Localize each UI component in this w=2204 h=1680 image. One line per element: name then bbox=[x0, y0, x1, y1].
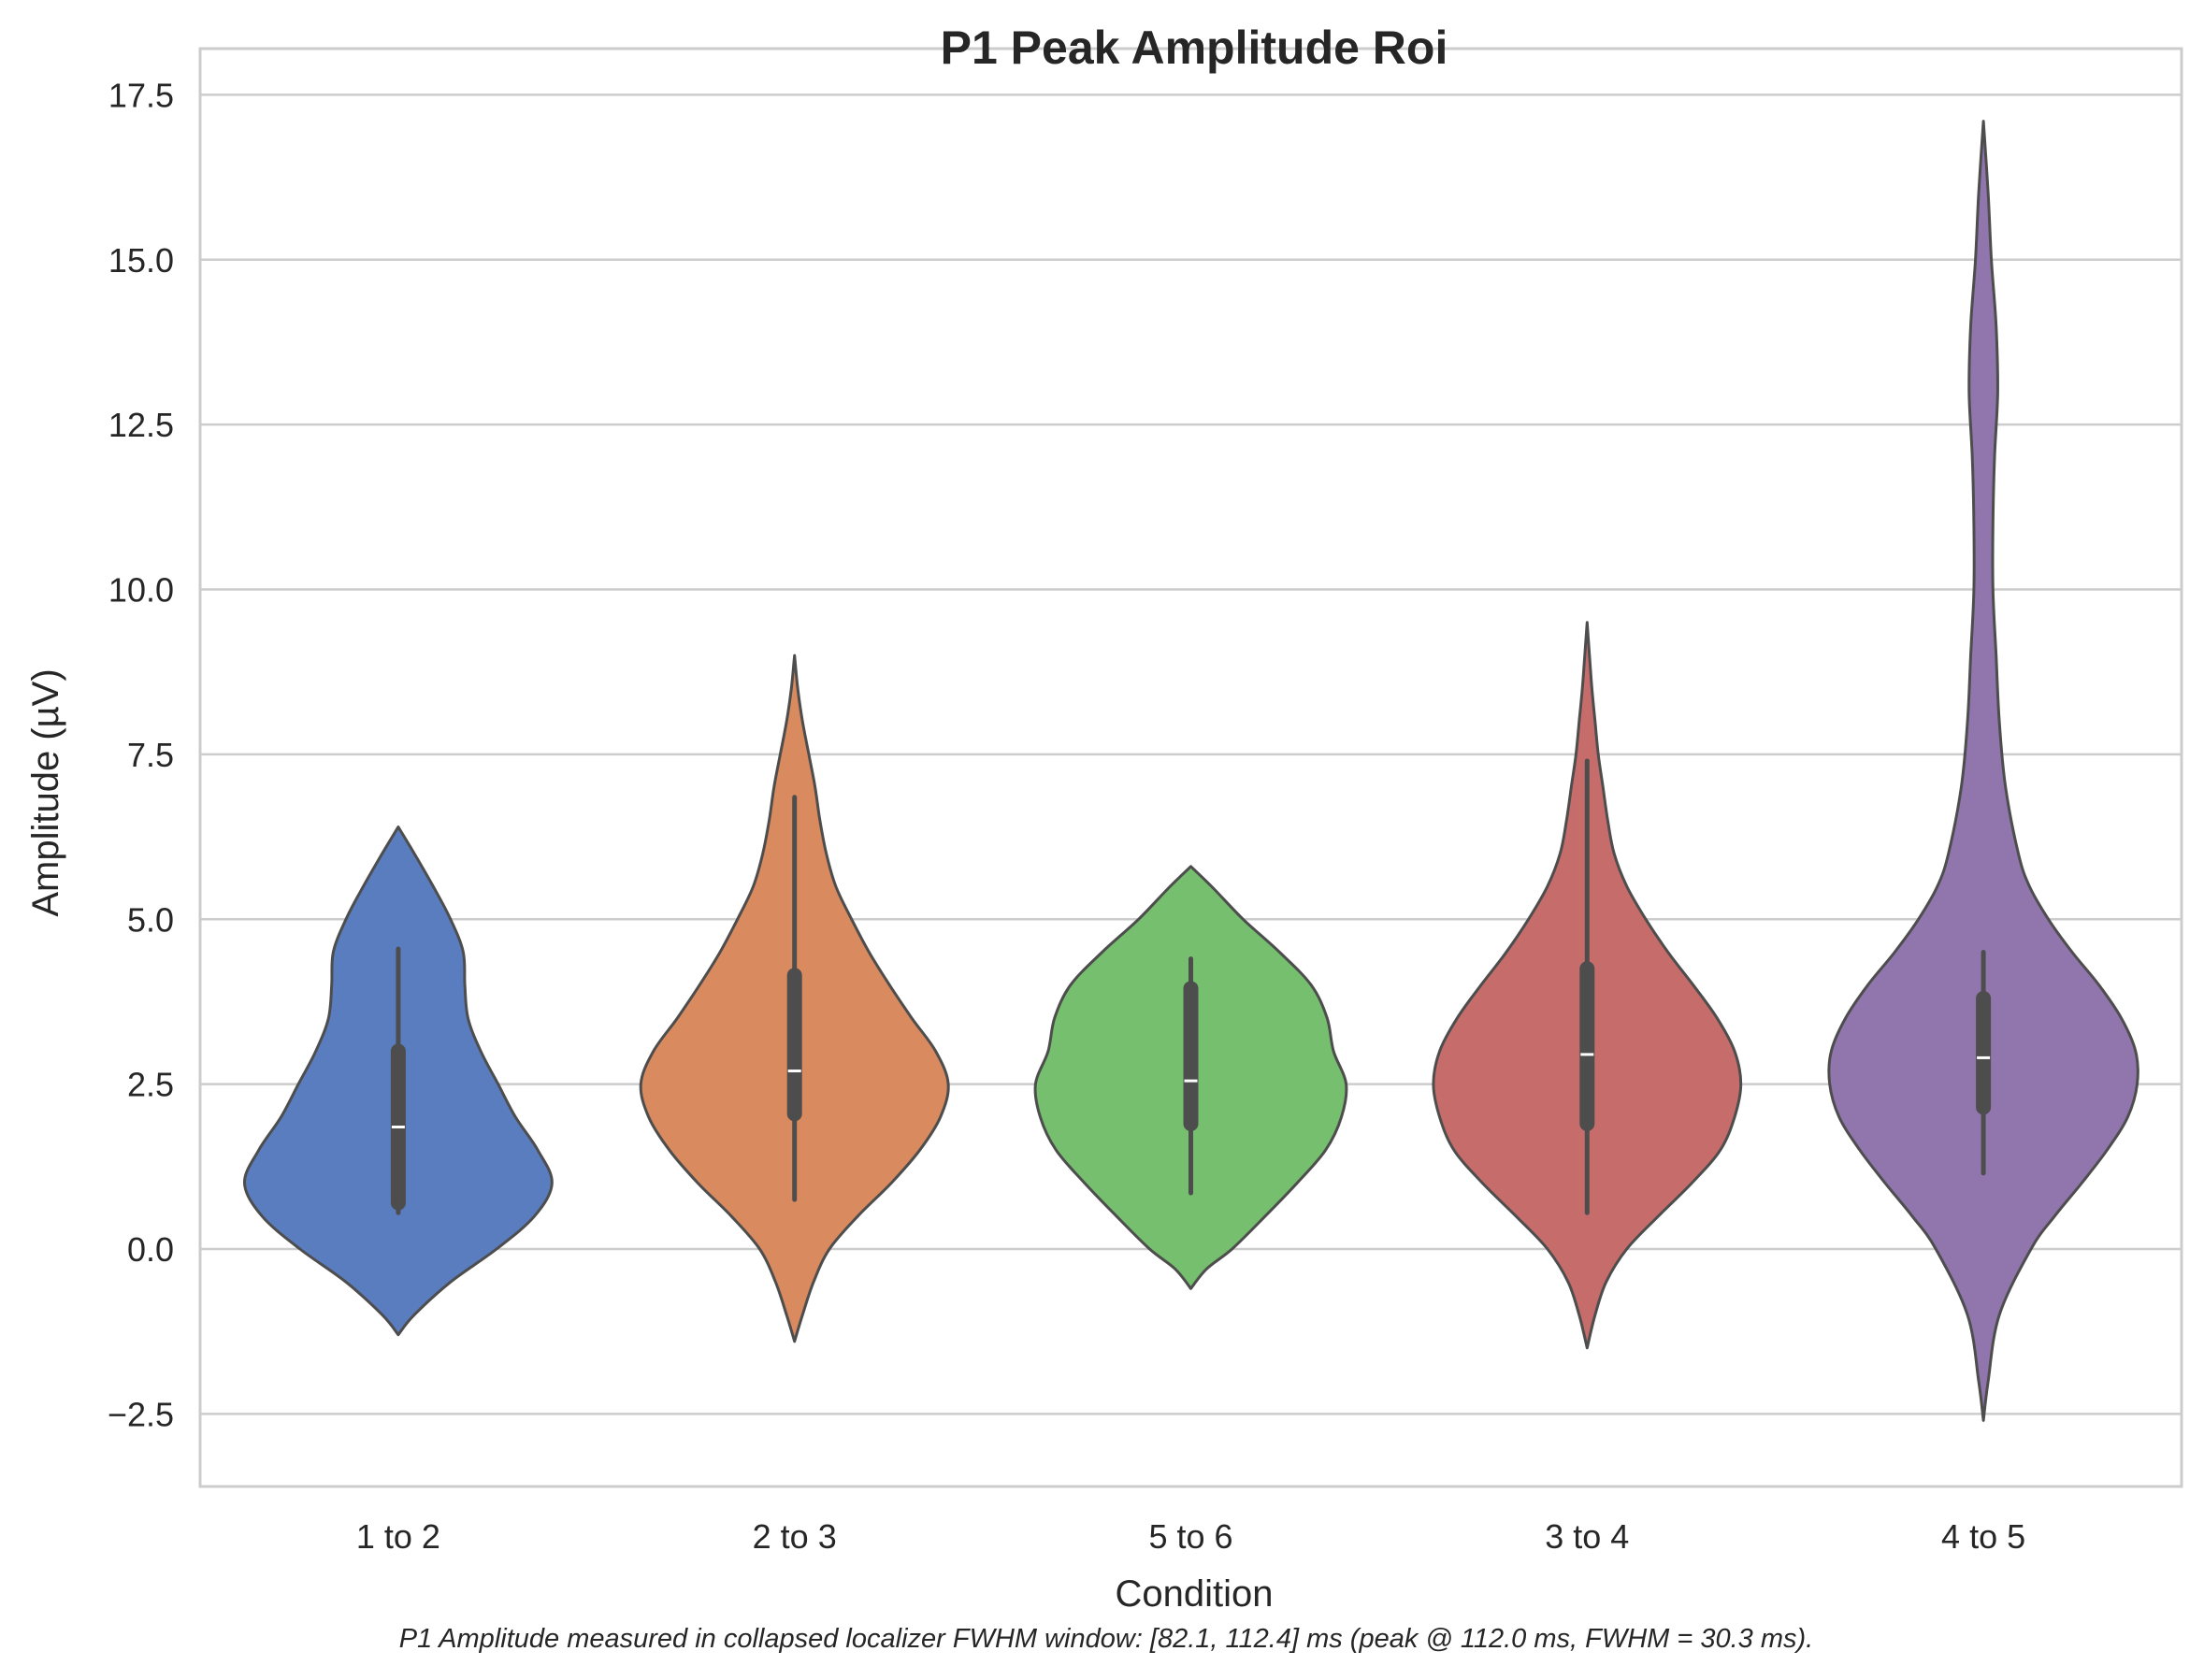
y-tick-label: 17.5 bbox=[108, 76, 174, 114]
y-tick-label: 2.5 bbox=[127, 1066, 174, 1104]
x-tick-label: 3 to 4 bbox=[1545, 1517, 1629, 1556]
x-tick-label: 2 to 3 bbox=[753, 1517, 837, 1556]
violin-2-to-3 bbox=[639, 653, 950, 1343]
x-tick-label: 4 to 5 bbox=[1941, 1517, 2025, 1556]
y-tick-labels: −2.5 0.0 2.5 5.0 7.5 10.0 12.5 15.0 17.5 bbox=[108, 76, 174, 1433]
y-tick-label: 5.0 bbox=[127, 900, 174, 939]
y-tick-label: 7.5 bbox=[127, 736, 174, 774]
x-axis-label: Condition bbox=[1115, 1573, 1273, 1615]
x-tick-label: 5 to 6 bbox=[1148, 1517, 1232, 1556]
chart-title: P1 Peak Amplitude Roi bbox=[941, 22, 1448, 74]
violin-1-to-2 bbox=[243, 826, 554, 1337]
violin-layer bbox=[243, 120, 2139, 1422]
y-tick-label: 10.0 bbox=[108, 571, 174, 610]
plot-frame bbox=[198, 47, 2183, 1488]
x-tick-label: 1 to 2 bbox=[356, 1517, 440, 1556]
y-tick-label: −2.5 bbox=[108, 1395, 174, 1433]
footnote: P1 Amplitude measured in collapsed local… bbox=[399, 1624, 1814, 1654]
violin-3-to-4 bbox=[1432, 621, 1743, 1350]
violin-5-to-6 bbox=[1033, 865, 1348, 1290]
grid-lines bbox=[200, 93, 2182, 1415]
y-tick-label: 0.0 bbox=[127, 1230, 174, 1269]
x-tick-labels: 1 to 2 2 to 3 5 to 6 3 to 4 4 to 5 bbox=[356, 1517, 2025, 1556]
y-axis-label: Amplitude (µV) bbox=[25, 668, 66, 916]
violin-4-to-5 bbox=[1827, 120, 2139, 1422]
violin-body bbox=[1827, 120, 2139, 1422]
y-tick-label: 12.5 bbox=[108, 406, 174, 444]
y-tick-label: 15.0 bbox=[108, 241, 174, 280]
